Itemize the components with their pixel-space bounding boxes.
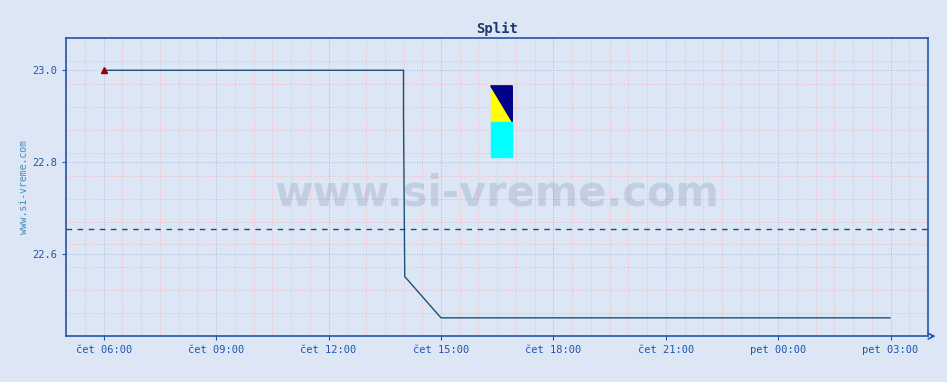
Title: Split: Split (476, 21, 518, 36)
Y-axis label: www.si-vreme.com: www.si-vreme.com (20, 140, 29, 234)
Bar (491, 121, 512, 157)
Bar (491, 86, 512, 121)
Polygon shape (491, 86, 512, 121)
Text: www.si-vreme.com: www.si-vreme.com (275, 172, 720, 214)
